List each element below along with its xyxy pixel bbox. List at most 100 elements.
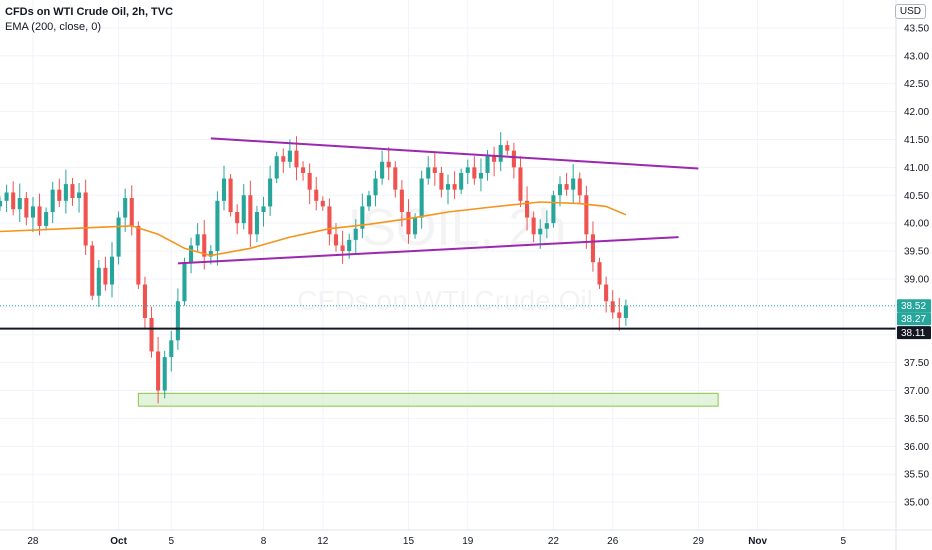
x-tick-label: 5 [841, 536, 847, 547]
candle-body [419, 178, 424, 218]
candle-body [129, 198, 134, 226]
candle-body [459, 172, 464, 190]
candles-layer [0, 132, 628, 404]
candle-body [37, 206, 42, 226]
y-tick-label: 42.00 [904, 107, 929, 118]
candle-body [505, 145, 510, 151]
candle-body [413, 217, 418, 235]
x-tick-label: 8 [261, 536, 267, 547]
candle-body [327, 206, 332, 235]
candle-body [597, 262, 602, 285]
candle-body [525, 200, 530, 218]
candle-body [254, 212, 259, 235]
y-tick-label: 41.50 [904, 135, 929, 146]
candle-body [393, 167, 398, 190]
y-tick-label: 35.50 [904, 470, 929, 481]
time-axis[interactable]: 28 Oct 5 8 12 15 19 22 26 29 Nov 5 [0, 529, 932, 547]
price-tag-bg [897, 312, 931, 326]
price-tag-label: 38.27 [901, 314, 926, 325]
y-tick-label: 40.50 [904, 191, 929, 202]
candle-body [347, 239, 352, 252]
candle-body [175, 301, 180, 341]
x-tick-label: 28 [27, 536, 39, 547]
watermark-symbol: USOIL, 2h [324, 199, 567, 257]
candle-body [538, 228, 543, 235]
candle-body [360, 206, 365, 229]
price-tag-label: 38.52 [901, 301, 926, 312]
candle-body [320, 200, 325, 207]
x-tick-label: 26 [607, 536, 619, 547]
x-tick-label: 29 [693, 536, 705, 547]
x-tick-label: Oct [110, 536, 127, 547]
price-labels: 38.52 38.27 38.11 [897, 299, 931, 340]
candle-body [4, 192, 9, 201]
candle-body [307, 172, 312, 190]
y-tick-label: 36.50 [904, 414, 929, 425]
chart-legend: CFDs on WTI Crude Oil, 2h, TVC EMA (200,… [5, 5, 173, 35]
upper-trendline [210, 137, 699, 170]
candle-body [518, 167, 523, 201]
legend-indicator[interactable]: EMA (200, close, 0) [5, 21, 101, 33]
y-tick-label: 37.50 [904, 358, 929, 369]
price-tag-bg [897, 299, 931, 313]
price-tag-label: 38.11 [901, 328, 926, 339]
legend-symbol-title[interactable]: CFDs on WTI Crude Oil, 2h, TVC [5, 6, 174, 18]
candle-body [142, 284, 147, 318]
y-tick-label: 37.00 [904, 386, 929, 397]
candle-body [617, 312, 622, 318]
candle-body [406, 212, 411, 235]
candle-body [571, 178, 576, 190]
lower-trendline [177, 236, 679, 265]
y-tick-label: 40.00 [904, 219, 929, 230]
candle-body [531, 217, 536, 235]
candle-body [544, 223, 549, 229]
candle-body [399, 189, 404, 212]
price-axis[interactable]: 35.0035.5036.0036.5037.0037.5038.0038.50… [895, 0, 929, 550]
candle-body [202, 234, 207, 257]
candle-body [11, 192, 16, 210]
candle-body [70, 184, 75, 199]
candle-body [386, 161, 391, 168]
x-tick-label: Nov [748, 536, 767, 547]
candle-body [195, 234, 200, 246]
candle-body [380, 161, 385, 179]
candle-body [452, 184, 457, 190]
candle-body [340, 245, 345, 252]
candle-body [123, 198, 128, 218]
candle-body [162, 357, 167, 391]
candle-body [0, 200, 3, 207]
candle-body [604, 284, 609, 302]
candle-body [103, 267, 108, 285]
candle-body [584, 195, 589, 235]
currency-badge[interactable]: USD [894, 4, 926, 19]
candle-body [445, 184, 451, 190]
candle-body [314, 189, 319, 201]
y-tick-label: 42.50 [904, 79, 929, 90]
candle-body [373, 178, 378, 196]
candle-body [564, 184, 569, 190]
candle-body [623, 305, 628, 318]
ema-200-line [0, 201, 627, 257]
candle-body [149, 318, 154, 352]
candle-body [333, 234, 339, 246]
candle-body [182, 262, 187, 302]
candle-body [557, 184, 563, 196]
demand-zone [137, 392, 719, 407]
x-tick-label: 19 [462, 536, 474, 547]
candle-body [294, 150, 299, 168]
candle-body [169, 340, 174, 358]
candle-body [83, 192, 88, 246]
candle-body [551, 195, 556, 224]
candle-body [44, 212, 49, 226]
y-tick-label: 35.00 [904, 498, 929, 509]
candle-body [30, 206, 35, 218]
candle-body [590, 234, 595, 263]
candle-body [287, 150, 292, 162]
candle-body [465, 167, 470, 173]
demand-zone-layer [137, 392, 719, 407]
candle-body [63, 184, 68, 201]
ema-line-layer [0, 201, 627, 257]
candle-body [261, 206, 266, 212]
support-line-layer [0, 305, 896, 330]
